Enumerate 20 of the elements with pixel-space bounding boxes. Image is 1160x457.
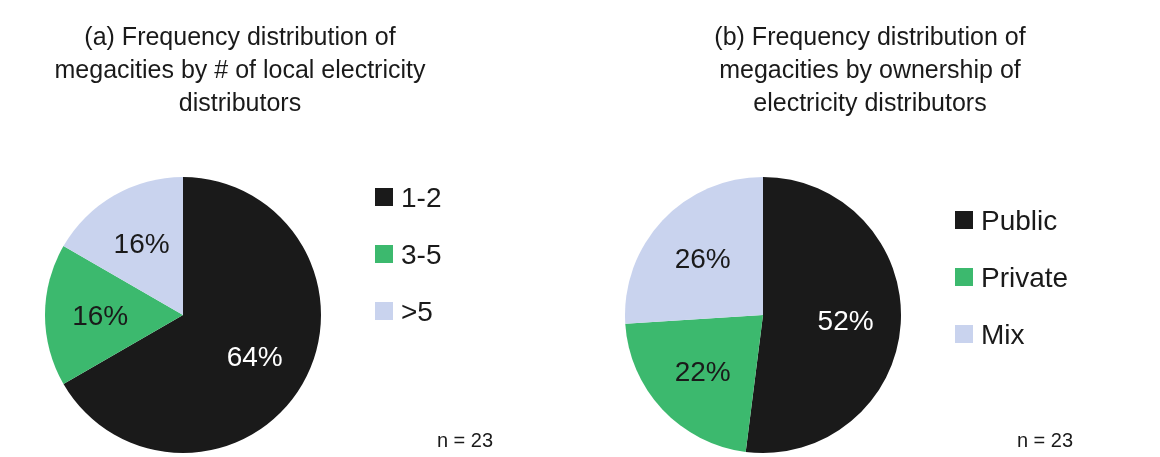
legend-label: 3-5 [401, 238, 442, 270]
text: n = 23 [436, 429, 494, 451]
data-label: 64% [226, 341, 283, 373]
legend-label: 1-2 [401, 181, 442, 213]
legend-label: >5 [401, 295, 433, 327]
chart-title: (a) Frequency distribution of megacities by # of local electricity distributors [54, 22, 426, 116]
pie-slice [625, 315, 763, 452]
data-label: 52% [817, 305, 874, 336]
data-label: 16% [72, 299, 129, 331]
data-label: 26% [674, 243, 731, 275]
pie-slice [745, 177, 901, 453]
legend-label: Public [981, 204, 1058, 236]
text: n = 23 [1016, 429, 1074, 451]
legend-label: Mix [981, 318, 1025, 350]
pie-slice [63, 177, 321, 453]
chart-title: (b) Frequency distribution of megacities by ownership of electricity distributors [714, 22, 1026, 116]
legend-label: Private [981, 261, 1069, 293]
data-label: 22% [674, 356, 731, 388]
pie-slice [625, 177, 763, 324]
data-label: 16% [113, 228, 170, 260]
